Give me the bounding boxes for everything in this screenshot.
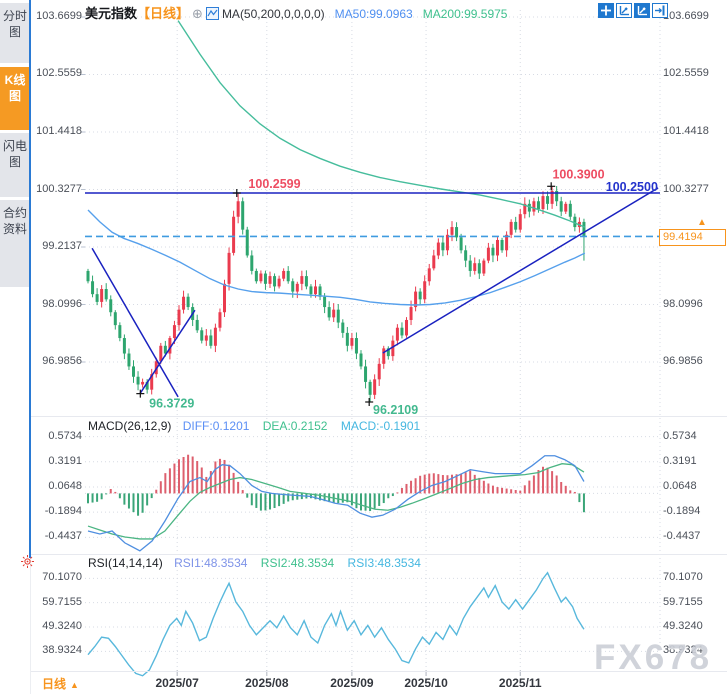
price-annotation: 100.3900 — [552, 167, 604, 181]
chart-toolbar — [598, 3, 668, 18]
macd-header: MACD(26,12,9) DIFF:0.1201 DEA:0.2152 MAC… — [88, 419, 420, 433]
sidebar-accent-line — [29, 0, 31, 558]
rsi3-value: RSI3:48.3534 — [347, 556, 421, 570]
crosshair-icon[interactable] — [598, 3, 614, 18]
panel-separator — [30, 554, 727, 555]
sidebar-tab-4[interactable]: 合约资料 — [0, 200, 30, 287]
rsi2-value: RSI2:48.3534 — [260, 556, 335, 570]
chart-type-icon[interactable] — [205, 7, 219, 20]
rsi1-value: RSI1:48.3534 — [174, 556, 248, 570]
panel-separator — [30, 416, 727, 417]
period-dropdown-arrow-icon: ▲ — [70, 680, 79, 690]
macd-settings-label[interactable]: MACD(26,12,9) — [88, 419, 172, 433]
current-price-badge: 99.4194 — [659, 229, 726, 246]
watermark: FX678 — [594, 638, 713, 677]
rsi-settings-label[interactable]: RSI(14,14,14) — [88, 556, 163, 570]
price-annotation: 96.3729 — [149, 397, 194, 411]
sun-marker-icon[interactable] — [20, 554, 35, 569]
macd-diff-value: DIFF:0.1201 — [182, 419, 250, 433]
period-label: 日线 — [42, 677, 67, 691]
range-zoom-filled-icon[interactable] — [634, 3, 650, 18]
price-annotation: 96.2109 — [373, 403, 418, 417]
sidebar-tab-3[interactable]: 闪电图 — [0, 133, 30, 197]
price-up-arrow-icon: ▲ — [697, 217, 707, 228]
macd-macd-value: MACD:-0.1901 — [340, 419, 421, 433]
ma-settings-label[interactable]: MA(50,200,0,0,0,0) — [221, 7, 325, 21]
price-annotation: 100.2599 — [248, 177, 300, 191]
symbol-name: 美元指数 — [85, 6, 138, 21]
collapse-icon[interactable]: ⊕ — [192, 6, 203, 21]
chart-header: 美元指数【日线】 ⊕ MA(50,200,0,0,0,0) MA50:99.0963 M… — [85, 3, 507, 22]
rsi-header: RSI(14,14,14) RSI1:48.3534 RSI2:48.3534 … — [88, 556, 421, 570]
period-selector[interactable]: 日线 ▲ — [42, 675, 79, 692]
sidebar: 分时图 K线图 闪电图 合约资料 — [0, 0, 30, 694]
sidebar-tab-1[interactable]: 分时图 — [0, 3, 30, 63]
macd-dea-value: DEA:0.2152 — [262, 419, 328, 433]
price-annotation: 100.2500 — [606, 180, 658, 194]
sidebar-tab-2[interactable]: K线图 — [0, 67, 30, 130]
ma50-value-label: MA50:99.0963 — [334, 7, 413, 21]
panel-separator — [30, 671, 727, 672]
ma200-value-label: MA200:99.5975 — [422, 7, 508, 21]
range-zoom-icon[interactable] — [616, 3, 632, 18]
collapse-panel-icon[interactable] — [652, 3, 668, 18]
period-tag[interactable]: 【日线】 — [137, 6, 190, 21]
